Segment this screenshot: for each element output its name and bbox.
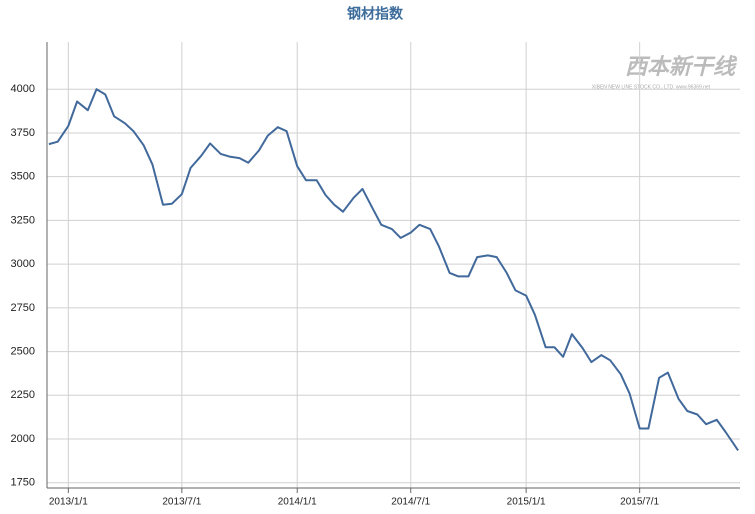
chart-title: 钢材指数 xyxy=(347,6,404,22)
y-tick-label: 2000 xyxy=(11,433,35,445)
y-tick-label: 2250 xyxy=(11,389,35,401)
x-tick-label: 2015/7/1 xyxy=(620,497,659,508)
y-tick-label: 3250 xyxy=(11,214,35,226)
watermark-logo: 西本新干线 xyxy=(625,54,738,79)
y-tick-label: 1750 xyxy=(11,477,35,489)
x-tick-label: 2015/1/1 xyxy=(507,497,546,508)
y-tick-label: 3750 xyxy=(11,127,35,139)
y-tick-label: 3500 xyxy=(11,171,35,183)
y-tick-label: 2500 xyxy=(11,345,35,357)
x-tick-label: 2013/1/1 xyxy=(49,497,88,508)
series-line xyxy=(48,88,739,451)
y-tick-label: 3000 xyxy=(11,258,35,270)
y-tick-label: 2750 xyxy=(11,302,35,314)
watermark-subtitle: XIBEN NEW LINE STOCK CO., LTD. www.96369… xyxy=(592,84,711,90)
x-tick-label: 2014/1/1 xyxy=(278,497,317,508)
y-tick-label: 4000 xyxy=(11,83,35,95)
x-tick-label: 2014/7/1 xyxy=(391,497,430,508)
x-tick-label: 2013/7/1 xyxy=(162,497,201,508)
